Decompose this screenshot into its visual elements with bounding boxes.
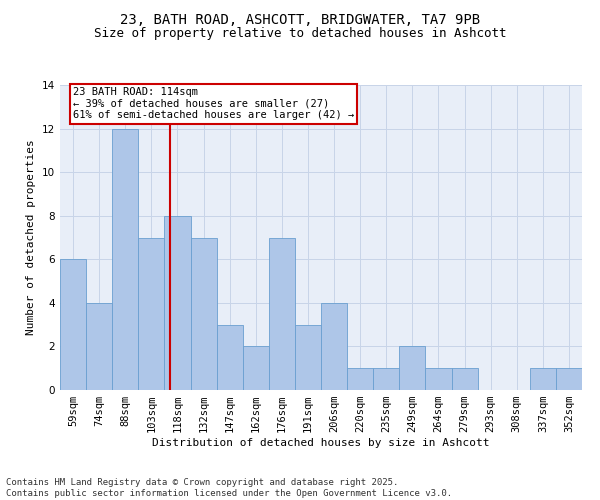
Text: Size of property relative to detached houses in Ashcott: Size of property relative to detached ho… (94, 28, 506, 40)
Bar (191, 238, 217, 390)
Bar (321, 303, 347, 390)
X-axis label: Distribution of detached houses by size in Ashcott: Distribution of detached houses by size … (152, 438, 490, 448)
Text: 23 BATH ROAD: 114sqm
← 39% of detached houses are smaller (27)
61% of semi-detac: 23 BATH ROAD: 114sqm ← 39% of detached h… (73, 87, 354, 120)
Bar (242, 346, 269, 390)
Bar (139, 238, 164, 390)
Y-axis label: Number of detached properties: Number of detached properties (26, 140, 37, 336)
Bar (217, 324, 243, 390)
Bar (425, 368, 452, 390)
Bar (452, 368, 478, 390)
Bar (347, 368, 373, 390)
Text: 23, BATH ROAD, ASHCOTT, BRIDGWATER, TA7 9PB: 23, BATH ROAD, ASHCOTT, BRIDGWATER, TA7 … (120, 12, 480, 26)
Bar (373, 368, 400, 390)
Bar (60, 260, 86, 390)
Bar (530, 368, 556, 390)
Bar (295, 324, 321, 390)
Bar (112, 128, 139, 390)
Bar (556, 368, 582, 390)
Bar (164, 216, 191, 390)
Bar (86, 303, 112, 390)
Bar (269, 238, 295, 390)
Text: Contains HM Land Registry data © Crown copyright and database right 2025.
Contai: Contains HM Land Registry data © Crown c… (6, 478, 452, 498)
Bar (400, 346, 425, 390)
